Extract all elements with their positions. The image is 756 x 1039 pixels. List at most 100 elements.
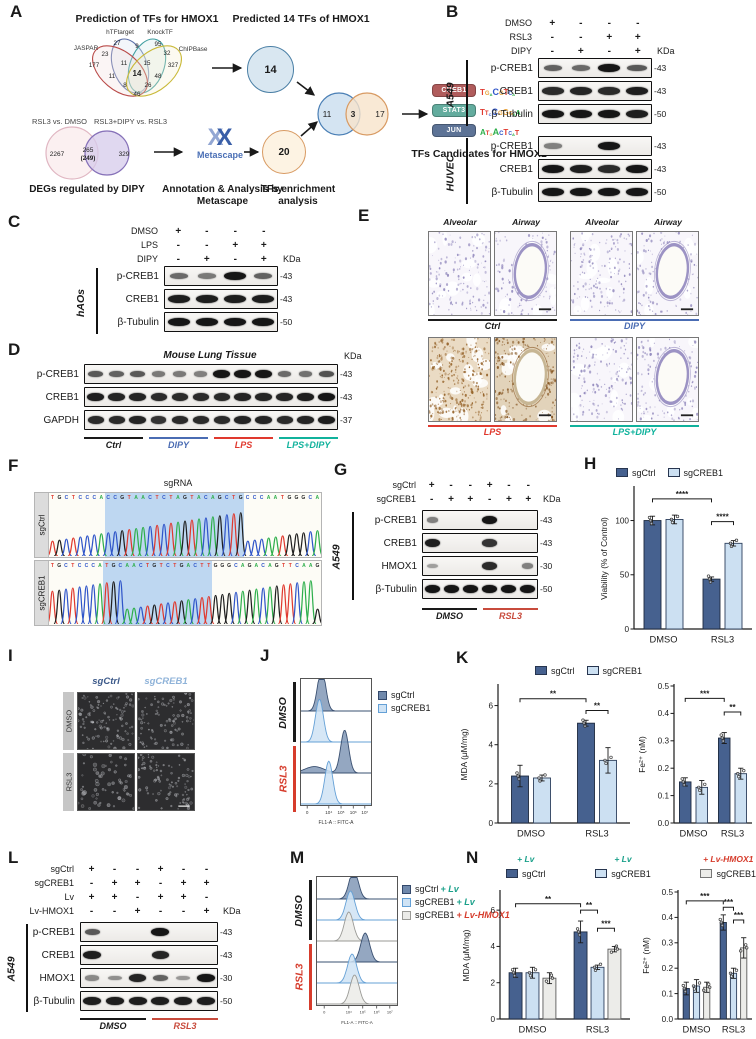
panel-letter-d: D bbox=[8, 340, 21, 359]
dose-row: sgCtrl + - - + - - bbox=[10, 862, 241, 876]
deg-count-left: 2267 bbox=[50, 151, 65, 158]
dose-sign: + bbox=[260, 253, 267, 265]
protein-band bbox=[481, 515, 498, 525]
legend-label: sgCREB1 bbox=[683, 467, 724, 478]
protein-label: CREB1 bbox=[499, 85, 533, 97]
chart-text: *** bbox=[601, 919, 611, 928]
protein-band bbox=[195, 294, 219, 304]
row-strip-dmso: DMSO bbox=[63, 692, 74, 750]
dose-label: DIPY bbox=[136, 254, 158, 264]
dose-sign: + bbox=[134, 877, 141, 889]
chart-text: Fe²⁺ (nM) bbox=[637, 736, 647, 773]
protein-band bbox=[276, 392, 293, 402]
blot-lane bbox=[567, 105, 595, 123]
dose-row: Lv-HMOX1 - - + - - + KDa bbox=[10, 904, 241, 918]
bar-sgCtrl-RSL3 bbox=[718, 737, 731, 824]
dose-sign: + bbox=[111, 891, 118, 903]
blot-lane bbox=[518, 557, 537, 575]
protein-band bbox=[234, 392, 251, 402]
protein-band bbox=[129, 415, 146, 425]
dose-sign: - bbox=[205, 239, 209, 251]
group-lps: LPS bbox=[428, 425, 557, 437]
blot-lane bbox=[211, 411, 232, 429]
group-label: LPS bbox=[483, 427, 502, 438]
kda-unit-label: KDa bbox=[344, 351, 362, 361]
motif-letter: T bbox=[485, 131, 490, 137]
base-letter: A bbox=[98, 563, 102, 569]
dose-sign: + bbox=[448, 493, 454, 505]
protein-band bbox=[542, 87, 564, 95]
protein-band bbox=[570, 86, 592, 96]
protein-band bbox=[83, 950, 102, 960]
protein-band bbox=[151, 950, 170, 960]
blot-lane bbox=[461, 511, 480, 529]
base-letter: T bbox=[146, 563, 150, 569]
blot-lane bbox=[211, 365, 232, 383]
legend-swatch bbox=[402, 910, 411, 920]
protein-band bbox=[543, 64, 563, 72]
blot-strip bbox=[422, 510, 538, 530]
group-underline bbox=[428, 319, 557, 322]
base-letter: G bbox=[57, 495, 62, 501]
predicted-tfs-title: Predicted 14 TFs of HMOX1 bbox=[232, 13, 370, 25]
venn-count: 11 bbox=[109, 73, 116, 80]
legend-item: sgCtrl + Lv bbox=[402, 884, 510, 894]
protein-band bbox=[106, 996, 124, 1006]
blot-lane bbox=[149, 969, 172, 987]
blot-lane bbox=[104, 946, 127, 964]
chart-text: ** bbox=[545, 895, 552, 904]
treatment-group: LPS+DIPY bbox=[279, 437, 338, 450]
blot-lane bbox=[567, 183, 595, 201]
kda-unit-label: KDa bbox=[657, 46, 675, 56]
blot-lane bbox=[172, 969, 195, 987]
motif-letter: C bbox=[508, 131, 512, 137]
protein-band bbox=[128, 973, 147, 983]
kda-unit-label: KDa bbox=[223, 906, 241, 916]
motif-letter: C bbox=[491, 107, 498, 117]
blot-lane bbox=[165, 313, 193, 331]
group-underline bbox=[483, 608, 538, 611]
motif-letter: C bbox=[508, 91, 513, 97]
protein-band bbox=[425, 538, 440, 548]
blot-row: β-Tubulin -50 bbox=[462, 104, 666, 124]
dose-label: LPS bbox=[140, 240, 158, 250]
venn-count: 17 bbox=[375, 109, 385, 119]
panel-j-legend: sgCtrl sgCREB1 bbox=[378, 690, 431, 716]
base-letter: C bbox=[138, 563, 143, 569]
base-letter: C bbox=[166, 563, 170, 569]
group-underline bbox=[570, 319, 699, 322]
base-letter: A bbox=[315, 495, 320, 501]
blot-lane bbox=[190, 365, 211, 383]
legend-item: sgCREB1 bbox=[595, 869, 651, 879]
treatment-group: DMSO bbox=[80, 1018, 146, 1031]
legend-label: sgCtrl bbox=[551, 665, 575, 676]
dose-sign: - bbox=[89, 905, 94, 917]
blot-lane bbox=[249, 267, 277, 285]
protein-band bbox=[318, 415, 335, 425]
protein-band bbox=[625, 164, 649, 174]
protein-band bbox=[196, 973, 215, 983]
kda-marker: -43 bbox=[654, 141, 667, 151]
protein-band bbox=[598, 87, 620, 95]
chart-text: **** bbox=[676, 490, 689, 499]
blot-lane bbox=[623, 105, 651, 123]
legend-swatch bbox=[402, 884, 411, 894]
blot-lane bbox=[126, 946, 149, 964]
protein-band bbox=[88, 370, 103, 378]
venn-count: 26 bbox=[145, 82, 152, 89]
blot-lane bbox=[194, 946, 217, 964]
kda-marker: -37 bbox=[340, 415, 353, 425]
dose-sign: + bbox=[506, 493, 512, 505]
blot-lane bbox=[623, 59, 651, 77]
blot-lane bbox=[194, 969, 217, 987]
protein-band bbox=[174, 996, 192, 1006]
bar-sgCtrl-DMSO bbox=[679, 781, 692, 824]
venn-count: 32 bbox=[164, 50, 171, 57]
dose-sign: - bbox=[550, 45, 554, 57]
base-letter: G bbox=[152, 563, 157, 569]
dose-label: sgCREB1 bbox=[376, 494, 416, 504]
treatment-group: RSL3 bbox=[483, 608, 538, 621]
kda-unit-label: KDa bbox=[543, 494, 561, 504]
chart-text: 0.1 bbox=[662, 989, 674, 998]
